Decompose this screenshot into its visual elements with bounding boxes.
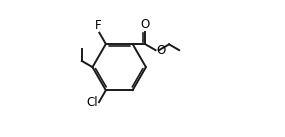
Text: Cl: Cl [87,96,98,109]
Text: O: O [140,18,150,31]
Text: F: F [95,19,102,32]
Text: O: O [156,44,166,57]
